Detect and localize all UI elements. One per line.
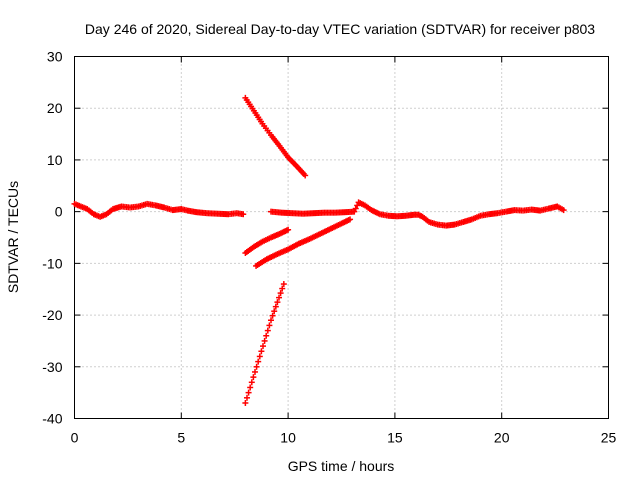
data-point	[242, 399, 249, 406]
y-tick-label: 20	[47, 100, 63, 116]
x-tick-label: 10	[280, 430, 296, 446]
data-point	[351, 208, 358, 215]
data-point	[247, 384, 254, 391]
data-point	[263, 332, 270, 339]
data-point	[269, 312, 276, 319]
grid	[74, 56, 609, 419]
y-axis-label: SDTVAR / TECUs	[5, 181, 21, 293]
x-axis-label: GPS time / hours	[288, 458, 395, 474]
y-tick-label: -20	[42, 307, 62, 323]
data-point	[255, 358, 262, 365]
y-tick-label: -10	[42, 255, 62, 271]
chart-title: Day 246 of 2020, Sidereal Day-to-day VTE…	[85, 21, 595, 37]
data-point	[277, 290, 284, 297]
x-tick-label: 25	[601, 430, 617, 446]
data-point	[260, 343, 267, 350]
y-tick-label: 0	[55, 204, 63, 220]
y-tick-label: 30	[47, 49, 63, 65]
data-point	[248, 379, 255, 386]
y-tick-label: -40	[42, 411, 62, 427]
data-point	[251, 368, 258, 375]
data-point	[354, 202, 361, 209]
data-point	[258, 348, 265, 355]
data-point	[285, 226, 292, 233]
x-tick-label: 5	[177, 430, 185, 446]
ticks: 0 5 10 15 20 25 -40 -30 -20 -10 0 10 20 30	[42, 49, 616, 446]
data-point	[560, 207, 567, 214]
data-point	[272, 303, 279, 310]
data-point	[250, 374, 257, 381]
y-tick-label: 10	[47, 152, 63, 168]
data-point	[266, 322, 273, 329]
x-tick-label: 15	[387, 430, 403, 446]
data-point	[274, 299, 281, 306]
data-point	[264, 327, 271, 334]
data-point	[276, 294, 283, 301]
data-point	[253, 363, 260, 370]
data-point	[243, 394, 250, 401]
plot-frame	[74, 56, 609, 419]
data-point	[279, 285, 286, 292]
x-tick-label: 0	[71, 430, 79, 446]
y-tick-label: -30	[42, 359, 62, 375]
data-points	[71, 94, 567, 406]
data-point	[280, 281, 287, 288]
x-tick-label: 20	[494, 430, 510, 446]
data-point	[245, 389, 252, 396]
data-point	[240, 211, 247, 218]
data-point	[271, 308, 278, 315]
data-point	[352, 205, 359, 212]
data-point	[347, 216, 354, 223]
data-point	[256, 353, 263, 360]
data-point	[268, 317, 275, 324]
data-point	[302, 172, 309, 179]
data-point	[261, 337, 268, 344]
